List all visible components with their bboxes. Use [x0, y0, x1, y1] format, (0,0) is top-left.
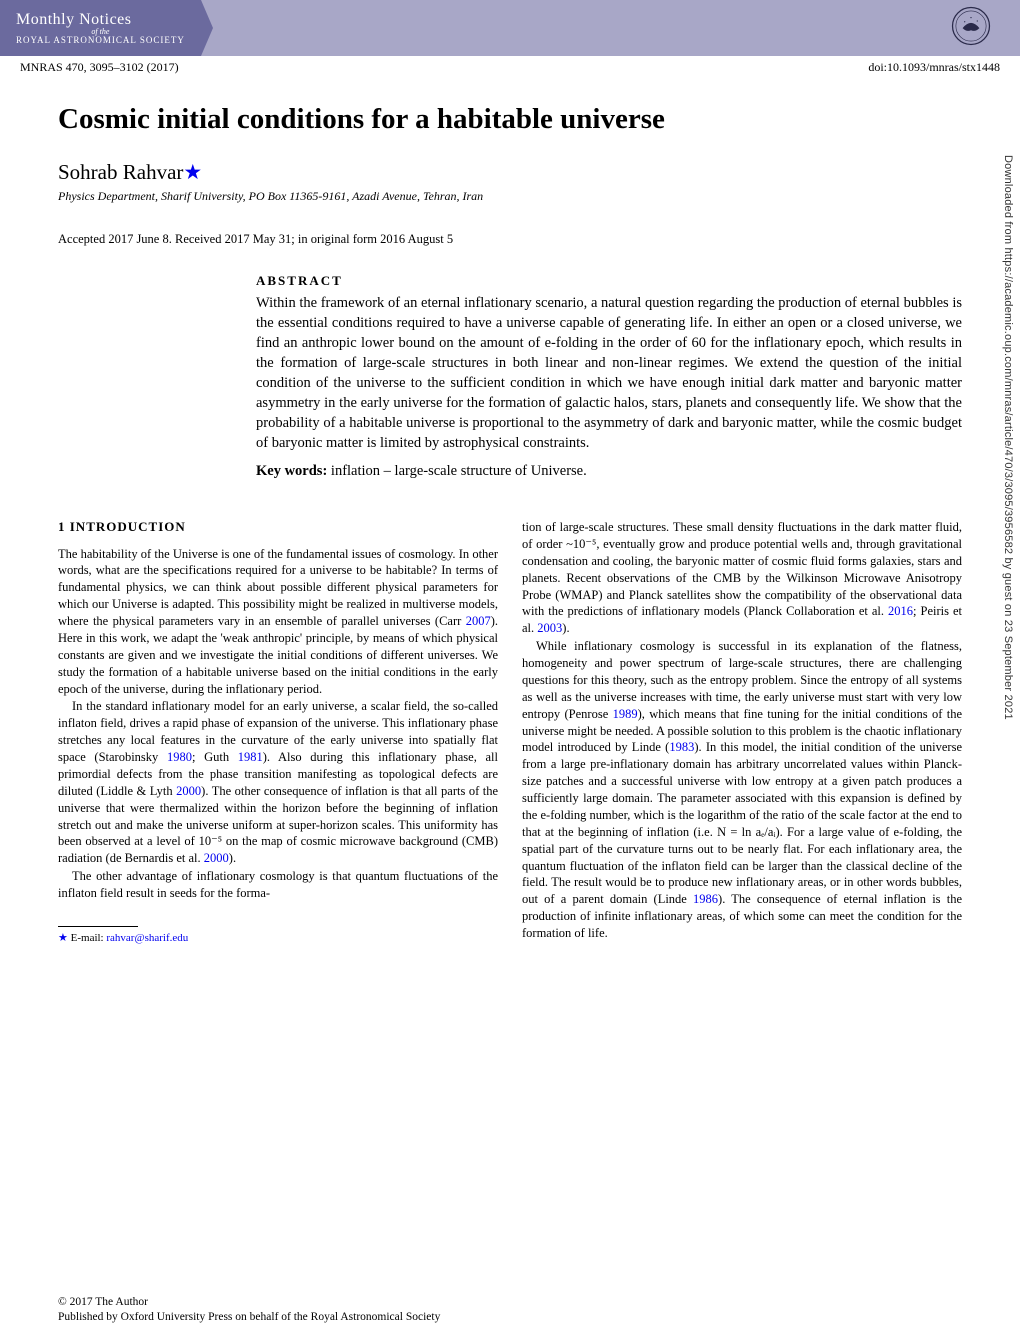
paragraph: In the standard inflationary model for a… — [58, 698, 498, 867]
publication-dates: Accepted 2017 June 8. Received 2017 May … — [58, 232, 962, 247]
author-affiliation: Physics Department, Sharif University, P… — [58, 189, 962, 204]
keywords-line: Key words: inflation – large-scale struc… — [256, 463, 962, 480]
journal-header: Monthly Notices of the ROYAL ASTRONOMICA… — [0, 0, 1020, 56]
section-heading-intro: 1 INTRODUCTION — [58, 518, 498, 536]
abstract-block: ABSTRACT Within the framework of an eter… — [256, 273, 962, 480]
copyright-line: © 2017 The Author — [58, 1295, 440, 1311]
email-link[interactable]: rahvar@sharif.edu — [106, 932, 188, 944]
paragraph: The habitability of the Universe is one … — [58, 546, 498, 698]
download-provenance: Downloaded from https://academic.oup.com… — [1002, 155, 1014, 720]
publisher-line: Published by Oxford University Press on … — [58, 1310, 440, 1326]
two-column-body: 1 INTRODUCTION The habitability of the U… — [58, 518, 962, 946]
citation-link[interactable]: 2003 — [537, 621, 562, 635]
author-line: Sohrab Rahvar★ — [58, 160, 962, 185]
abstract-text: Within the framework of an eternal infla… — [256, 293, 962, 453]
keywords-label: Key words: — [256, 463, 327, 479]
citation-text: MNRAS 470, 3095–3102 (2017) — [20, 60, 179, 75]
citation-link[interactable]: 2016 — [888, 604, 913, 618]
citation-link[interactable]: 1981 — [238, 750, 263, 764]
abstract-heading: ABSTRACT — [256, 273, 962, 289]
citation-link[interactable]: 1986 — [693, 892, 718, 906]
author-star-icon: ★ — [183, 160, 202, 184]
footnote-star-icon: ★ — [58, 932, 68, 944]
footnote-label: E-mail: — [68, 932, 107, 944]
article-title: Cosmic initial conditions for a habitabl… — [58, 103, 962, 136]
keywords-text: inflation – large-scale structure of Uni… — [327, 463, 586, 479]
citation-link[interactable]: 1989 — [613, 707, 638, 721]
citation-link[interactable]: 1980 — [167, 750, 192, 764]
journal-title-tab: Monthly Notices of the ROYAL ASTRONOMICA… — [0, 0, 201, 56]
article-content: Cosmic initial conditions for a habitabl… — [0, 75, 1020, 966]
paragraph: While inflationary cosmology is successf… — [522, 638, 962, 942]
paragraph: The other advantage of inflationary cosm… — [58, 868, 498, 902]
citation-link[interactable]: 2000 — [204, 851, 229, 865]
footnote-rule — [58, 926, 138, 927]
citation-link[interactable]: 1983 — [669, 740, 694, 754]
meta-line: MNRAS 470, 3095–3102 (2017) doi:10.1093/… — [0, 56, 1020, 75]
doi-text: doi:10.1093/mnras/stx1448 — [868, 60, 1000, 75]
citation-link[interactable]: 2007 — [466, 614, 491, 628]
author-name: Sohrab Rahvar — [58, 160, 183, 184]
journal-line3: ROYAL ASTRONOMICAL SOCIETY — [16, 35, 185, 45]
paragraph: tion of large-scale structures. These sm… — [522, 519, 962, 637]
right-column: tion of large-scale structures. These sm… — [522, 518, 962, 946]
footnote: ★ E-mail: rahvar@sharif.edu — [58, 931, 498, 946]
left-column: 1 INTRODUCTION The habitability of the U… — [58, 518, 498, 946]
page-footer: © 2017 The Author Published by Oxford Un… — [58, 1295, 440, 1326]
ras-logo-icon — [950, 5, 992, 52]
citation-link[interactable]: 2000 — [176, 784, 201, 798]
